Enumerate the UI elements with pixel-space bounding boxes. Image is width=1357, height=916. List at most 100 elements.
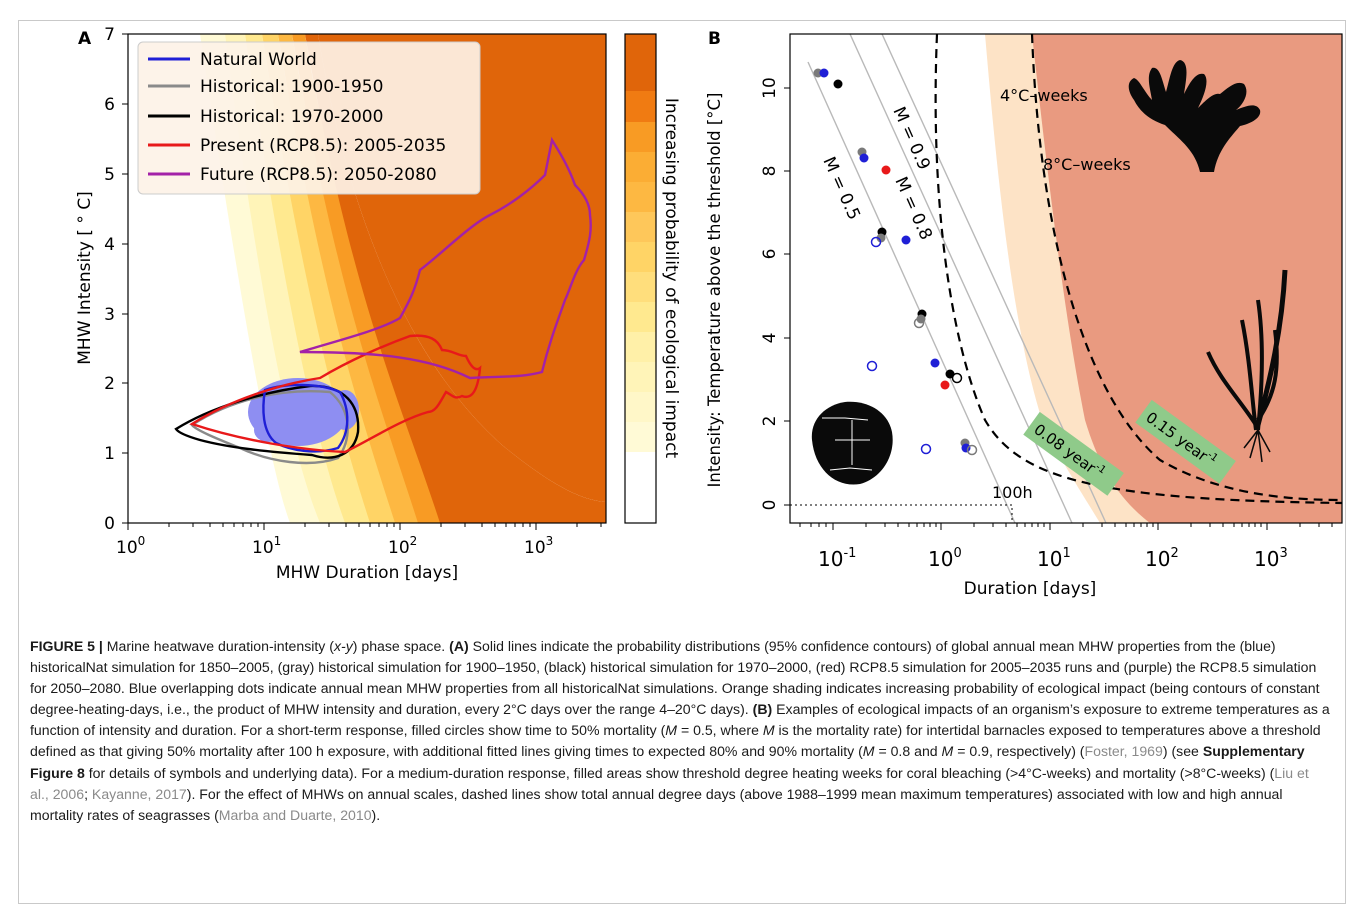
caption-figure-label: FIGURE 5 |	[30, 638, 103, 654]
panel-b-label: B	[708, 29, 721, 49]
panel-b-xtick: 100	[928, 546, 962, 571]
dashed-line-high	[1030, 34, 1342, 502]
label-100h: 100h	[992, 483, 1033, 502]
colorbar-label: Increasing probability of ecological imp…	[661, 98, 681, 459]
citation-link[interactable]: Foster, 1969	[1084, 743, 1163, 760]
panel-a-axes-frame	[127, 33, 607, 524]
caption-text: ). For the effect of MHWs on annual scal…	[30, 785, 1283, 823]
citation-link[interactable]: Liu et al., 2006	[30, 764, 1309, 802]
contour-natural-world	[262, 383, 349, 453]
caption-xy: x-y	[333, 638, 353, 654]
contour-present-rcp85	[189, 334, 482, 454]
panel-a-ytick: 0	[104, 514, 115, 534]
panel-a-xtick: 101	[252, 534, 281, 558]
caption-text: ) (see	[1162, 743, 1203, 760]
panel-a-xtick: 100	[116, 534, 145, 558]
panel-a-ytick: 5	[104, 165, 115, 185]
coral-label-4: 4°C–weeks	[1000, 86, 1088, 105]
data-point	[859, 153, 869, 163]
panel-a-ytick: 6	[104, 95, 115, 115]
dotted-100h-guide	[790, 504, 1013, 523]
caption-title: Marine heatwave duration-intensity (	[106, 638, 334, 654]
data-point	[940, 380, 950, 390]
data-point	[819, 68, 829, 78]
panel-b-xtick: 102	[1145, 546, 1179, 571]
data-point	[876, 233, 886, 243]
legend-entry: Historical: 1900-1950	[200, 77, 383, 97]
panel-b-xlabel: Duration [days]	[964, 579, 1097, 599]
data-point	[966, 444, 978, 456]
panel-b-ytick: 6	[760, 249, 780, 260]
data-point	[833, 79, 843, 89]
panel-a-ytick: 2	[104, 374, 115, 394]
legend-entry: Present (RCP8.5): 2005-2035	[200, 136, 446, 156]
panel-a-colorbar	[624, 33, 657, 524]
panel-a-xlabel: MHW Duration [days]	[276, 563, 458, 583]
caption-m: M	[941, 743, 954, 760]
panel-b-ytick: 4	[760, 333, 780, 344]
supplementary-link[interactable]: Supplementary Figure 8	[30, 743, 1305, 781]
figure-caption: FIGURE 5 | Marine heatwave duration-inte…	[30, 636, 1330, 826]
dashed-line-low	[934, 34, 1342, 505]
caption-part-b-label: (B)	[752, 701, 773, 718]
caption-text: ).	[371, 806, 381, 823]
panel-b-ytick: 10	[760, 77, 780, 99]
panel-a-xticks	[127, 523, 602, 530]
data-point	[920, 443, 932, 455]
data-point	[866, 360, 878, 372]
panel-b-xticks	[799, 523, 1333, 530]
legend-entry: Natural World	[200, 50, 317, 70]
data-point	[901, 235, 911, 245]
panel-a-ylabel: MHW Intensity [ ° C]	[75, 191, 95, 365]
panel-b-ytick: 2	[760, 416, 780, 427]
data-point	[881, 165, 891, 175]
caption-title-end: ) phase space.	[352, 638, 446, 654]
panel-b-xtick: 103	[1254, 546, 1288, 571]
coral-label-8: 8°C–weeks	[1043, 155, 1131, 174]
panel-b: M = 0.5 M = 0.8 M = 0.9 100h 4°C–weeks 8…	[705, 29, 1343, 599]
line-label-m09: M = 0.9	[888, 104, 933, 173]
panel-a-label: A	[78, 29, 92, 49]
seagrass-dashed-lines	[934, 34, 1342, 505]
caption-m: M	[665, 722, 678, 739]
figure-frame	[18, 20, 1346, 904]
panel-b-xtick: 101	[1037, 546, 1071, 571]
panel-a-yticks	[122, 33, 128, 524]
caption-text: = 0.9, respectively) (	[953, 743, 1085, 760]
panel-a-xtick: 103	[524, 534, 553, 558]
panel-b-xtick: 10-1	[818, 546, 856, 571]
data-point	[930, 358, 940, 368]
data-point	[870, 236, 882, 248]
panel-a-ytick: 1	[104, 444, 115, 464]
citation-link[interactable]: Marba and Duarte, 2010	[218, 806, 372, 823]
caption-text: Examples of ecological impacts of an org…	[30, 701, 1330, 739]
panel-a-xtick: 102	[388, 534, 417, 558]
caption-part-a-label: (A)	[449, 638, 469, 654]
impact-band-5	[278, 34, 606, 523]
line-label-m05: M = 0.5	[818, 154, 863, 223]
panel-b-axes-frame	[789, 33, 1343, 524]
contour-future-rcp85	[299, 136, 592, 380]
panel-a-ytick: 3	[104, 305, 115, 325]
caption-text: ;	[84, 785, 92, 802]
panel-b-yticks	[784, 87, 790, 506]
panel-b-ytick: 0	[760, 500, 780, 511]
line-m-05	[807, 61, 1016, 523]
caption-text: = 0.8 and	[874, 743, 942, 760]
coral-icon	[1128, 60, 1261, 172]
caption-part-a-text: Solid lines indicate the probability dis…	[30, 638, 1320, 718]
caption-m: M	[862, 743, 875, 760]
panel-a-ytick: 7	[104, 25, 115, 45]
impact-band-7	[305, 34, 606, 523]
barnacle-points	[813, 68, 978, 456]
data-point	[913, 317, 925, 329]
panel-b-ylabel: Intensity: Temperature above the thresho…	[705, 93, 724, 488]
citation-link[interactable]: Kayanne, 2017	[91, 785, 187, 802]
panel-b-ytick: 8	[760, 166, 780, 177]
panel-a: 0 1 2 3 4 5 6 7 100 101 102 103 MHW Dura…	[75, 25, 681, 583]
legend-entry: Historical: 1970-2000	[200, 107, 383, 127]
caption-text: is the mortality rate) for intertidal ba…	[30, 722, 1321, 760]
barnacle-icon	[811, 401, 893, 485]
caption-text: for details of symbols and underlying da…	[84, 764, 1275, 781]
